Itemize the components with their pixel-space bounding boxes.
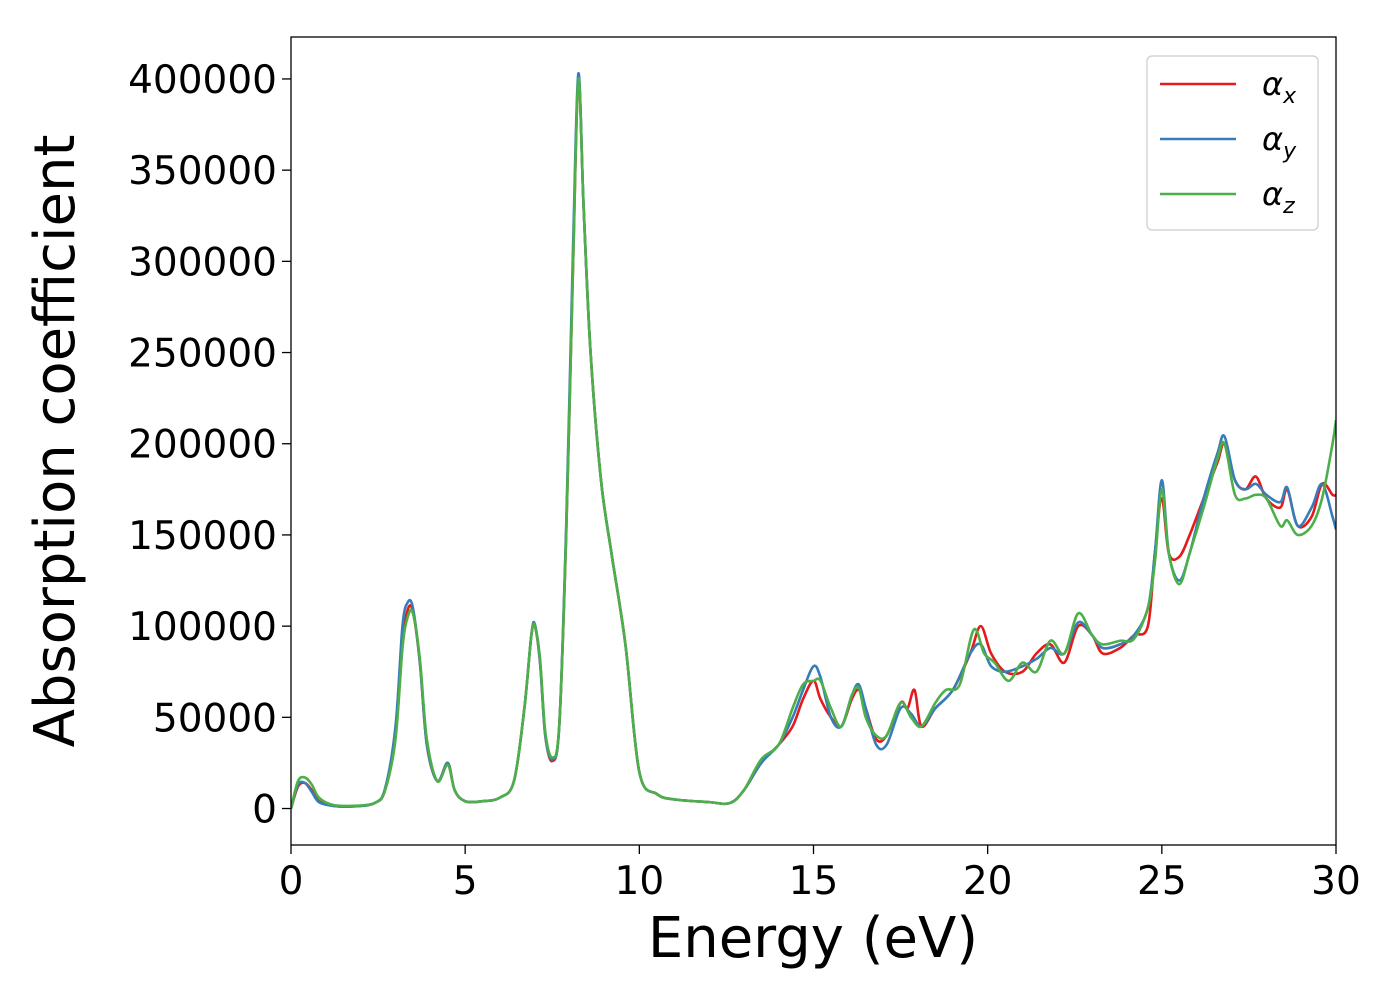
x-tick-label: 25 [1137,859,1187,904]
legend: αx αy αz [1146,55,1319,231]
plot-area [290,36,1337,846]
x-tick-label: 10 [615,859,665,904]
legend-label-z: αz [1262,175,1295,219]
series-layer [291,72,1336,809]
y-tick-label: 150000 [128,514,277,559]
y-tick-label: 0 [252,788,277,833]
x-tick-label: 20 [963,859,1013,904]
legend-label-x: αx [1262,65,1297,109]
x-axis-label: Energy (eV) [648,906,978,971]
x-tick-label: 15 [789,859,839,904]
y-tick-label: 400000 [128,58,277,103]
y-tick-label: 350000 [128,149,277,194]
legend-box [1146,55,1319,231]
y-tick-label: 250000 [128,332,277,377]
legend-label-y: αy [1262,120,1297,164]
y-tick-label: 50000 [153,696,277,741]
y-tick-label: 200000 [128,423,277,468]
x-tick-label: 5 [453,859,478,904]
y-axis-label: Absorption coefficient [23,135,88,748]
series-line-z [291,77,1336,809]
x-axis: 0 5 10 15 20 25 30 [279,845,1361,904]
y-axis: 0 50000 100000 150000 200000 250000 300000 3500… [128,58,291,833]
y-tick-label: 100000 [128,605,277,650]
y-tick-label: 300000 [128,240,277,285]
x-tick-label: 30 [1311,859,1361,904]
x-tick-label: 0 [279,859,304,904]
